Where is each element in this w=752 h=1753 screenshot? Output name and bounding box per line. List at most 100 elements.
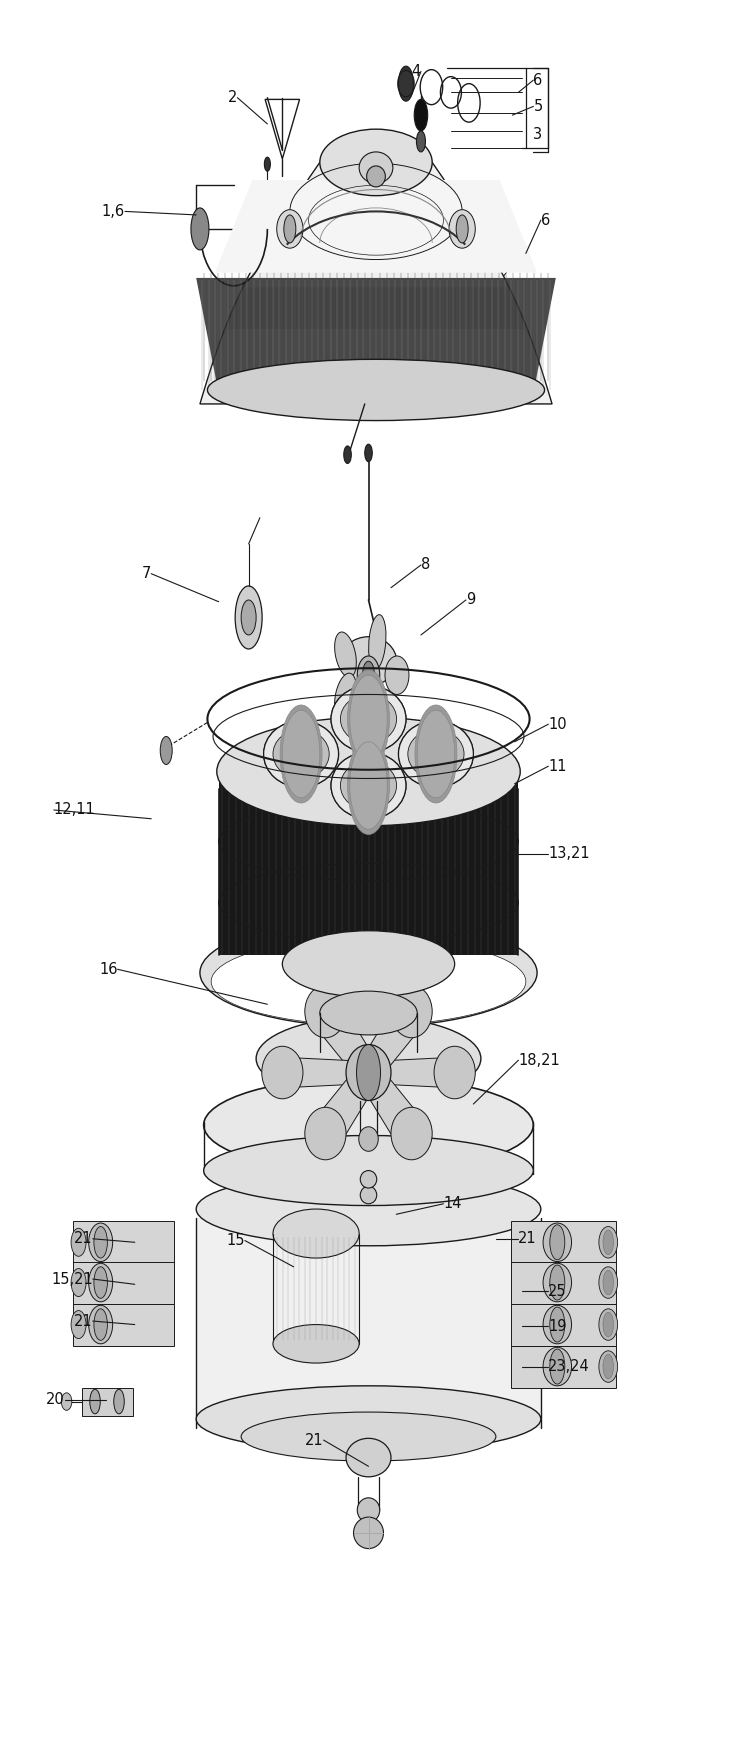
Circle shape [603,1355,614,1380]
Ellipse shape [341,636,396,685]
Circle shape [265,158,271,172]
Text: 25: 25 [548,1283,567,1299]
Polygon shape [511,1346,616,1388]
Circle shape [191,209,209,251]
Ellipse shape [71,1311,86,1339]
Ellipse shape [271,727,332,780]
Ellipse shape [599,1352,617,1383]
Ellipse shape [357,1497,380,1522]
Polygon shape [511,1262,616,1304]
Ellipse shape [217,717,520,826]
Ellipse shape [368,615,386,670]
Ellipse shape [204,1136,533,1206]
Ellipse shape [89,1264,113,1302]
Ellipse shape [367,167,385,188]
Polygon shape [225,287,527,330]
Polygon shape [357,1068,428,1141]
Text: 10: 10 [548,717,567,731]
Ellipse shape [320,130,432,196]
Circle shape [344,445,351,463]
Ellipse shape [408,729,464,778]
Ellipse shape [264,720,338,787]
Ellipse shape [405,727,467,780]
Text: 3: 3 [533,126,542,142]
Ellipse shape [449,210,475,249]
Ellipse shape [196,1387,541,1451]
Circle shape [362,661,374,689]
Text: 21: 21 [74,1313,92,1329]
Ellipse shape [599,1227,617,1259]
Text: 14: 14 [444,1196,462,1211]
Text: 13,21: 13,21 [548,847,590,861]
Circle shape [415,705,457,803]
Ellipse shape [256,1017,481,1101]
Ellipse shape [264,720,338,787]
Ellipse shape [331,685,406,752]
Polygon shape [368,1057,455,1089]
Circle shape [235,586,262,649]
Ellipse shape [599,1309,617,1341]
Polygon shape [82,1388,132,1416]
Polygon shape [72,1262,174,1304]
Ellipse shape [89,1306,113,1345]
Ellipse shape [305,1108,346,1160]
Ellipse shape [391,1108,432,1160]
Text: 7: 7 [142,566,151,582]
Circle shape [603,1271,614,1295]
Ellipse shape [89,1224,113,1262]
Text: 21: 21 [518,1231,537,1246]
Ellipse shape [208,359,544,421]
Circle shape [399,67,414,102]
Ellipse shape [320,990,417,1034]
Ellipse shape [543,1348,572,1387]
Circle shape [89,1390,100,1415]
Ellipse shape [353,1516,384,1548]
Text: 4: 4 [411,63,421,79]
Text: 11: 11 [548,759,567,773]
Ellipse shape [385,656,409,694]
Text: 6: 6 [533,72,543,88]
Circle shape [347,670,390,768]
Circle shape [603,1313,614,1338]
Ellipse shape [359,1127,378,1152]
Circle shape [284,216,296,244]
Circle shape [241,600,256,635]
Text: 21: 21 [305,1432,323,1448]
Circle shape [550,1350,565,1385]
Circle shape [417,131,426,153]
Ellipse shape [241,1413,496,1460]
Circle shape [365,444,372,461]
Circle shape [550,1266,565,1301]
Ellipse shape [399,720,474,787]
Polygon shape [309,1004,381,1078]
Polygon shape [511,1222,616,1264]
Circle shape [356,1045,381,1101]
Ellipse shape [359,735,378,756]
Ellipse shape [335,673,356,719]
Ellipse shape [368,682,386,736]
Polygon shape [357,1004,428,1078]
Ellipse shape [62,1394,71,1411]
Circle shape [414,100,428,131]
Ellipse shape [71,1229,86,1257]
Ellipse shape [399,720,474,787]
Ellipse shape [346,1437,391,1476]
Circle shape [94,1227,108,1259]
Ellipse shape [335,633,356,677]
Polygon shape [200,163,552,403]
Polygon shape [309,1068,381,1141]
Ellipse shape [434,1047,475,1099]
Polygon shape [72,1222,174,1264]
Text: 15,21: 15,21 [51,1271,92,1287]
Circle shape [417,710,455,798]
Ellipse shape [211,938,526,1026]
Ellipse shape [305,985,346,1038]
Text: 1,6: 1,6 [102,203,125,219]
Text: 6: 6 [541,212,550,228]
Ellipse shape [543,1224,572,1262]
Circle shape [282,710,320,798]
Text: 12,11: 12,11 [54,803,96,817]
Ellipse shape [282,931,455,997]
Ellipse shape [391,985,432,1038]
Ellipse shape [359,703,378,735]
